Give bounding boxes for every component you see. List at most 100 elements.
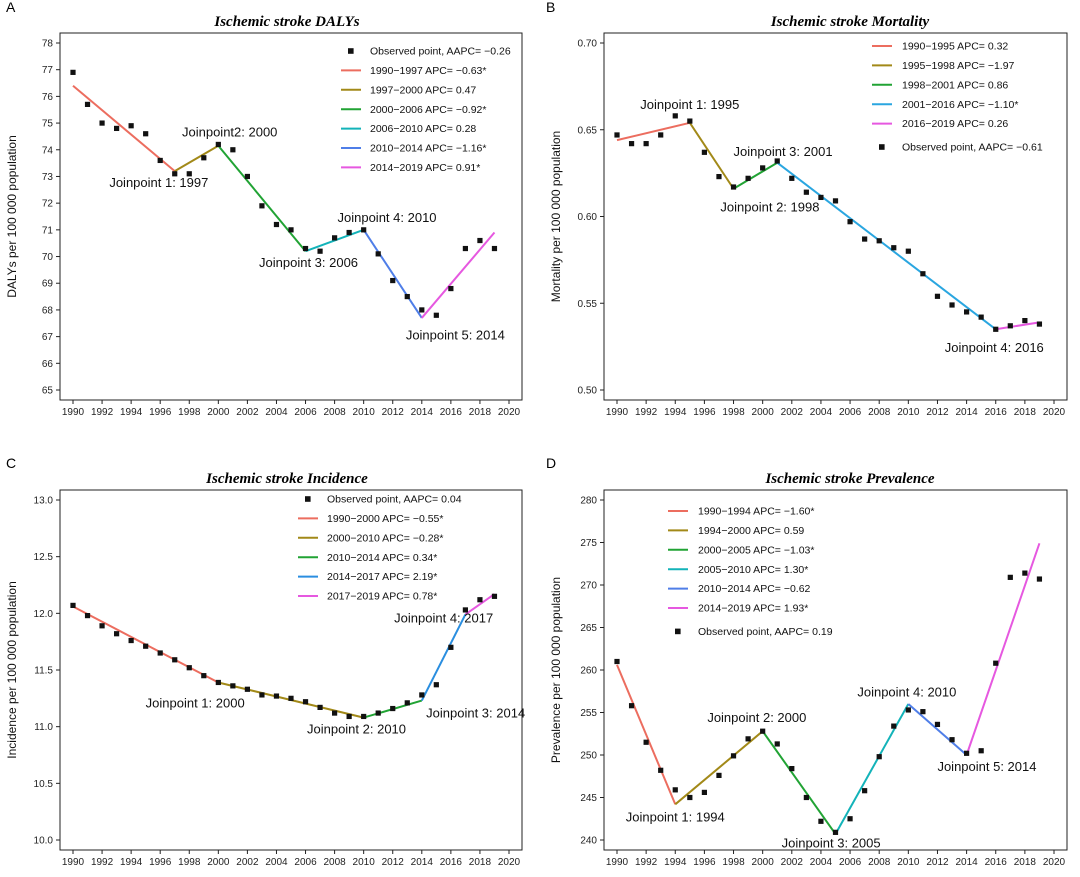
x-tick-label: 1992 [635, 407, 658, 418]
observed-point [730, 753, 737, 759]
chart-panel-d: D Ischemic stroke Prevalence 240 245 250 255 2… [546, 455, 1068, 868]
legend: 1990−1994 APC= −1.60* 1994−2000 APC= 0.59… [668, 506, 833, 638]
observed-point [491, 245, 498, 252]
x-tick-label: 2010 [353, 407, 376, 418]
observed-point [905, 248, 911, 254]
plot-frame [603, 489, 1068, 851]
observed-point [1007, 574, 1013, 580]
observed-point [186, 665, 192, 671]
x-tick-label: 2016 [440, 407, 463, 418]
observed-point [70, 602, 76, 608]
y-tick-label: 70 [42, 252, 54, 263]
y-tick-label: 245 [580, 793, 597, 804]
legend-label: 2014−2017 APC= 2.19* [327, 571, 437, 583]
x-tick-label: 2006 [839, 857, 862, 868]
panel-label: C [6, 455, 16, 471]
trend-segment-4 [776, 161, 997, 331]
observed-point [920, 709, 926, 715]
y-tick-label: 280 [580, 496, 597, 507]
x-tick-label: 1998 [722, 857, 745, 868]
chart-panel-c: C Ischemic stroke Incidence 10.0 10.5 11.0 11… [5, 455, 525, 868]
observed-point [862, 788, 868, 794]
legend-label: 1990−1997 APC= −0.63* [370, 65, 486, 77]
chart-panel-b: B Ischemic stroke Mortality 0.50 0.55 0.60 0.… [546, 0, 1068, 418]
y-tick-label: 72 [42, 199, 54, 210]
observed-point [143, 643, 149, 649]
trend-segment-5 [362, 229, 423, 319]
trend-segment-6 [421, 231, 496, 319]
joinpoint-annotation-1: Joinpoint 1: 1995 [640, 97, 739, 112]
y-tick-label: 255 [580, 708, 597, 719]
x-tick-label: 2018 [469, 407, 492, 418]
panel-label: B [546, 0, 555, 15]
observed-point [876, 238, 882, 244]
legend: 1990−1995 APC= 0.32 1995−1998 APC= −1.97 1… [872, 41, 1043, 154]
legend-label: 2005−2010 APC= 1.30* [698, 564, 808, 576]
x-tick-label: 2016 [985, 407, 1008, 418]
joinpoint-annotation-4: Joinpoint 4: 2010 [857, 684, 956, 699]
observed-point [614, 132, 620, 138]
y-axis-label: Mortality per 100 000 population [549, 131, 563, 302]
observed-point [847, 219, 853, 225]
observed-point [143, 131, 149, 137]
observed-point [862, 236, 868, 242]
observed-point [230, 147, 236, 153]
x-tick-label: 2000 [752, 407, 775, 418]
legend-label: 1990−2000 APC= −0.55* [327, 513, 443, 525]
legend-label: 1998−2001 APC= 0.86 [902, 79, 1008, 91]
observed-point [832, 829, 839, 835]
observed-point [215, 141, 221, 148]
legend-label: Observed point, AAPC= −0.61 [902, 142, 1043, 154]
observed-point [390, 705, 396, 712]
observed-point [658, 132, 664, 138]
joinpoint-annotation-4: Joinpoint 4: 2010 [338, 210, 437, 225]
observed-point [157, 157, 163, 164]
observed-point [628, 703, 635, 709]
x-tick-label: 2002 [781, 407, 804, 418]
observed-point [905, 707, 911, 713]
y-tick-label: 260 [580, 666, 597, 677]
y-axis-label: DALYs per 100 000 population [5, 135, 19, 298]
x-tick-label: 2018 [469, 857, 492, 868]
y-tick-label: 0.60 [578, 212, 598, 223]
y-tick-label: 66 [42, 359, 54, 370]
x-tick-label: 1998 [178, 407, 201, 418]
observed-point [302, 699, 309, 705]
trend-segment-1 [616, 121, 691, 142]
legend-label: 2010−2014 APC= 0.34* [327, 552, 437, 564]
x-tick-label: 2000 [207, 407, 230, 418]
observed-point [114, 631, 120, 637]
chart-title: Ischemic stroke Mortality [770, 14, 930, 30]
x-tick-label: 2012 [926, 407, 949, 418]
x-tick-label: 1998 [722, 407, 745, 418]
observed-point [273, 693, 280, 699]
observed-point [273, 221, 280, 228]
trend-segment-5 [464, 593, 496, 616]
trend-segment-4 [420, 614, 467, 702]
x-tick-label: 2016 [440, 857, 463, 868]
x-tick-label: 2004 [810, 407, 833, 418]
joinpoint-annotation-2: Joinpoint 2: 2010 [307, 721, 406, 736]
x-tick-label: 2002 [236, 407, 259, 418]
observed-point [230, 683, 236, 689]
y-tick-label: 0.70 [578, 39, 598, 50]
observed-point [687, 794, 693, 801]
observed-point [84, 613, 91, 619]
observed-point [332, 710, 338, 716]
x-tick-label: 2008 [868, 407, 891, 418]
observed-point [84, 101, 91, 107]
x-tick-label: 2000 [207, 857, 230, 868]
observed-point [186, 171, 192, 177]
observed-point [332, 235, 338, 241]
legend: Observed point, AAPC= 0.04 1990−2000 APC=… [298, 494, 462, 603]
x-tick-label: 1996 [693, 857, 716, 868]
x-tick-label: 2014 [411, 857, 434, 868]
observed-point [847, 816, 853, 822]
x-tick-label: 1998 [178, 857, 201, 868]
legend: Observed point, AAPC= −0.26 1990−1997 APC… [341, 46, 511, 174]
legend-label: Observed point, AAPC= −0.26 [370, 46, 511, 58]
x-tick-label: 2018 [1014, 857, 1037, 868]
y-tick-label: 240 [580, 836, 597, 847]
observed-point [934, 721, 941, 727]
